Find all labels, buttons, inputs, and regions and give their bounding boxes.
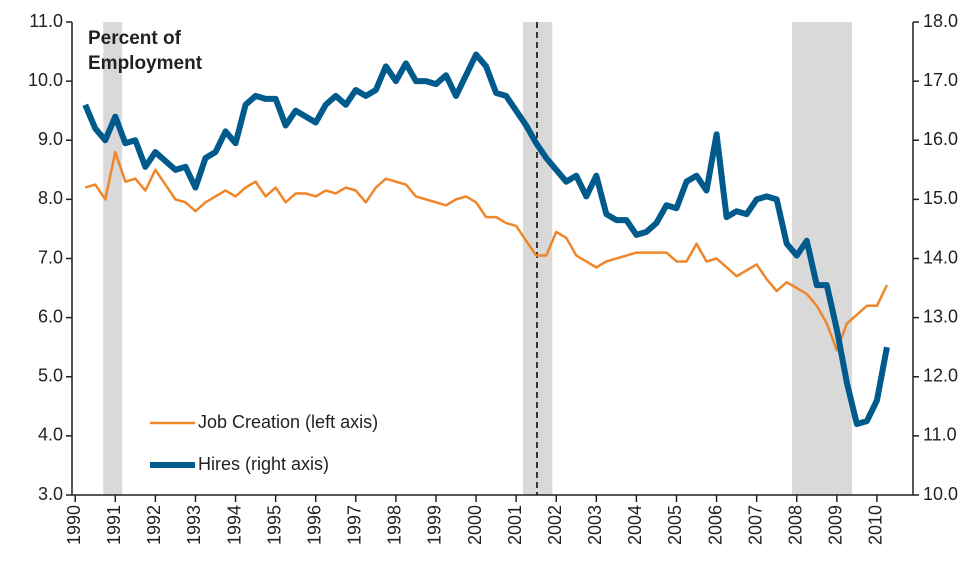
legend-label: Job Creation (left axis)	[198, 412, 378, 432]
x-tick-label: 1990	[64, 505, 84, 545]
y-tick-label: 11.0	[29, 11, 63, 31]
x-tick-label: 2007	[745, 505, 765, 545]
recession-shade	[791, 22, 853, 495]
data-line	[84, 150, 889, 352]
x-tick-label: 2002	[545, 505, 565, 545]
data-line	[82, 51, 890, 428]
x-tick-label: 1991	[104, 505, 124, 545]
y2-tick-label: 17.0	[923, 70, 958, 90]
x-tick-label: 2001	[505, 505, 525, 545]
legend-label: Hires (right axis)	[198, 454, 329, 474]
x-tick-label: 2000	[465, 505, 485, 545]
y-tick-label: 7.0	[38, 247, 63, 267]
y2-tick-label: 15.0	[923, 188, 958, 208]
y-tick-label: 6.0	[38, 306, 63, 326]
y2-tick-label: 16.0	[923, 129, 958, 149]
y-tick-label: 9.0	[38, 129, 63, 149]
x-tick-label: 1995	[264, 505, 284, 545]
y-tick-label: 8.0	[38, 188, 63, 208]
recession-shade	[103, 22, 123, 495]
y2-tick-label: 18.0	[923, 11, 958, 31]
x-tick-label: 2005	[665, 505, 685, 545]
x-tick-label: 1993	[184, 505, 204, 545]
x-tick-label: 2006	[705, 505, 725, 545]
x-tick-label: 1998	[385, 505, 405, 545]
y-tick-label: 4.0	[38, 425, 63, 445]
y-tick-label: 10.0	[28, 70, 63, 90]
x-tick-label: 1999	[425, 505, 445, 545]
x-tick-label: 1994	[224, 505, 244, 545]
x-tick-label: 2003	[585, 505, 605, 545]
y-tick-label: 5.0	[38, 366, 63, 386]
x-tick-label: 2008	[786, 505, 806, 545]
x-tick-label: 1992	[144, 505, 164, 545]
y2-tick-label: 14.0	[923, 247, 958, 267]
y2-tick-label: 12.0	[923, 366, 958, 386]
axis-annotation: Percent of Employment	[88, 28, 203, 74]
x-tick-label: 2009	[826, 505, 846, 545]
x-tick-label: 1996	[304, 505, 324, 545]
y2-tick-label: 11.0	[923, 425, 957, 445]
y2-tick-label: 13.0	[923, 306, 958, 326]
y2-tick-label: 10.0	[923, 484, 958, 504]
x-tick-label: 2010	[866, 505, 886, 545]
x-tick-label: 2004	[625, 505, 645, 545]
y-tick-label: 3.0	[38, 484, 63, 504]
x-tick-label: 1997	[345, 505, 365, 545]
